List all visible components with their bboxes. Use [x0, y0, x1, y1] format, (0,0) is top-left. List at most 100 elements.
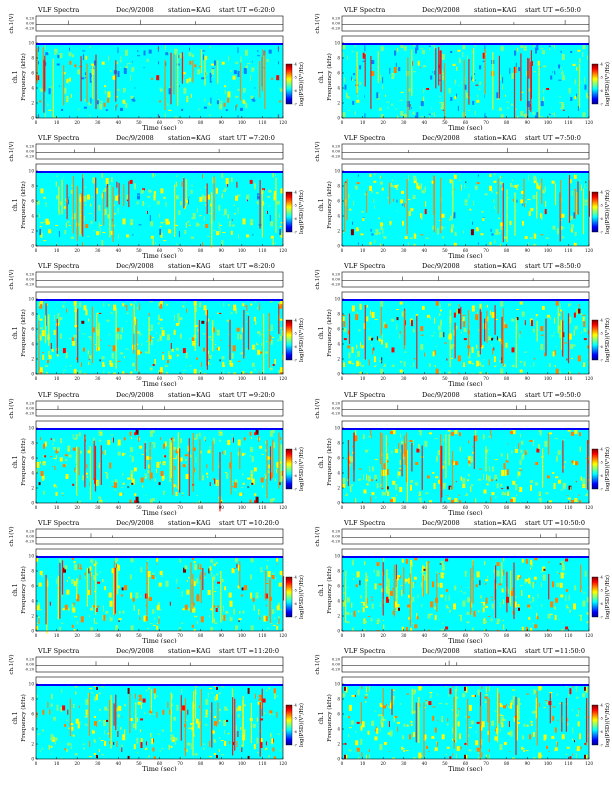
- x-tick-label: 60: [157, 505, 163, 510]
- y-tick-label: 0: [337, 629, 340, 634]
- colorbar-tick-label: -4: [294, 447, 297, 451]
- burst-mark: [441, 445, 443, 498]
- x-tick-label: 60: [463, 120, 469, 125]
- burst-mark: [75, 306, 77, 328]
- burst-mark: [443, 63, 446, 121]
- x-tick-label: 120: [585, 248, 593, 253]
- x-tick-label: 70: [177, 633, 183, 638]
- spectrogram-image: [342, 684, 589, 759]
- y-tick-label: 8: [31, 697, 34, 702]
- burst-mark: [455, 688, 457, 743]
- y-tick-label: 8: [337, 441, 340, 446]
- colorbar-tick-label: -5: [294, 461, 297, 465]
- frequency-axis-label: Frequency (kHz): [20, 309, 27, 357]
- burst-mark: [435, 48, 437, 89]
- x-tick-label: 120: [279, 376, 287, 381]
- burst-mark: [486, 310, 488, 344]
- burst-mark: [259, 61, 261, 98]
- x-tick-label: 80: [504, 633, 510, 638]
- channel-axis-label: ch.1: [318, 584, 325, 597]
- spectrogram-cutoff-band: [36, 171, 283, 173]
- date-label: Dec/9/2008: [422, 262, 460, 270]
- y-tick-label: 2: [31, 229, 34, 234]
- burst-mark: [440, 177, 442, 234]
- x-tick-label: 0: [341, 248, 344, 253]
- amp-tick-label: 0.00: [332, 22, 341, 26]
- burst-mark: [46, 578, 48, 634]
- x-tick-label: 90: [219, 633, 225, 638]
- start-time-label: start UT =6:20:0: [219, 6, 275, 14]
- burst-mark: [494, 579, 496, 600]
- x-tick-label: 110: [258, 248, 266, 253]
- channel-axis-label: ch.1: [318, 327, 325, 340]
- burst-mark: [278, 432, 280, 489]
- spectrogram-panel: VLF Spectra Dec/9/2008 station=KAG start UT…: [314, 262, 611, 386]
- colorbar-tick-label: -4: [294, 190, 297, 194]
- spectrogram-cutoff-band: [342, 43, 589, 45]
- colorbar-tick-label: -7: [600, 102, 603, 106]
- y-tick-label: 0: [31, 116, 34, 121]
- date-label: Dec/9/2008: [116, 519, 154, 527]
- date-label: Dec/9/2008: [116, 647, 154, 655]
- burst-mark: [421, 445, 423, 491]
- x-axis-label: Time (sec): [142, 509, 177, 515]
- burst-mark: [45, 303, 47, 326]
- spectrogram-image: [342, 299, 589, 374]
- burst-mark: [261, 688, 263, 717]
- amplitude-strip: [35, 528, 284, 545]
- y-tick-label: 8: [337, 697, 340, 702]
- frequency-axis-label: Frequency (kHz): [326, 309, 333, 357]
- burst-mark: [567, 313, 570, 364]
- spectrogram-panel: VLF Spectra Dec/9/2008 station=KAG start UT…: [8, 6, 305, 130]
- x-tick-label: 40: [116, 761, 122, 766]
- colorbar-tick-label: -7: [294, 358, 297, 362]
- panel-title: VLF Spectra: [37, 262, 79, 270]
- y-tick-label: 8: [337, 56, 340, 61]
- burst-mark: [180, 695, 182, 741]
- colorbar-tick-label: -5: [294, 589, 297, 593]
- y-tick-label: 6: [31, 584, 34, 589]
- x-tick-label: 120: [585, 120, 593, 125]
- x-tick-label: 30: [401, 761, 407, 766]
- burst-mark: [113, 571, 115, 615]
- colorbar-tick-label: -5: [600, 204, 603, 208]
- amp-axis-label: ch.1(V): [8, 398, 15, 418]
- x-tick-label: 40: [116, 505, 122, 510]
- channel-axis-label: ch.1: [12, 199, 19, 212]
- frequency-axis-label: Frequency (kHz): [326, 566, 333, 614]
- y-tick-label: 0: [337, 757, 340, 762]
- burst-mark: [557, 307, 559, 333]
- x-tick-label: 20: [380, 376, 386, 381]
- x-tick-label: 70: [177, 248, 183, 253]
- colorbar-label: log(PSD)(V²/Hz): [604, 447, 611, 491]
- burst-mark: [86, 63, 88, 103]
- amp-tick-label: -0.20: [331, 540, 341, 544]
- start-time-label: start UT =6:50:0: [525, 6, 581, 14]
- panel-title: VLF Spectra: [343, 134, 385, 142]
- burst-mark: [497, 178, 499, 214]
- amp-tick-label: -0.20: [331, 283, 341, 287]
- colorbar-tick-label: -4: [600, 447, 603, 451]
- burst-mark: [96, 313, 98, 352]
- burst-mark: [91, 306, 93, 364]
- x-tick-label: 30: [401, 505, 407, 510]
- amp-tick-label: 0.00: [26, 663, 35, 667]
- amp-tick-label: -0.20: [25, 155, 35, 159]
- x-tick-label: 20: [380, 120, 386, 125]
- amp-tick-label: 0.20: [332, 402, 341, 406]
- burst-mark: [535, 697, 537, 719]
- x-tick-label: 110: [258, 120, 266, 125]
- burst-mark: [365, 572, 367, 607]
- burst-mark: [212, 440, 214, 472]
- colorbar-tick-label: -4: [600, 190, 603, 194]
- burst-mark: [113, 561, 115, 616]
- x-tick-label: 100: [238, 633, 246, 638]
- amp-tick-label: 0.20: [26, 658, 35, 662]
- burst-mark: [45, 574, 47, 625]
- x-tick-label: 20: [380, 633, 386, 638]
- channel-axis-label: ch.1: [318, 199, 325, 212]
- x-tick-label: 20: [74, 761, 80, 766]
- colorbar-tick-label: -6: [294, 602, 297, 606]
- burst-mark: [177, 432, 179, 490]
- spectrogram-panel: VLF Spectra Dec/9/2008 station=KAG start UT…: [314, 519, 611, 643]
